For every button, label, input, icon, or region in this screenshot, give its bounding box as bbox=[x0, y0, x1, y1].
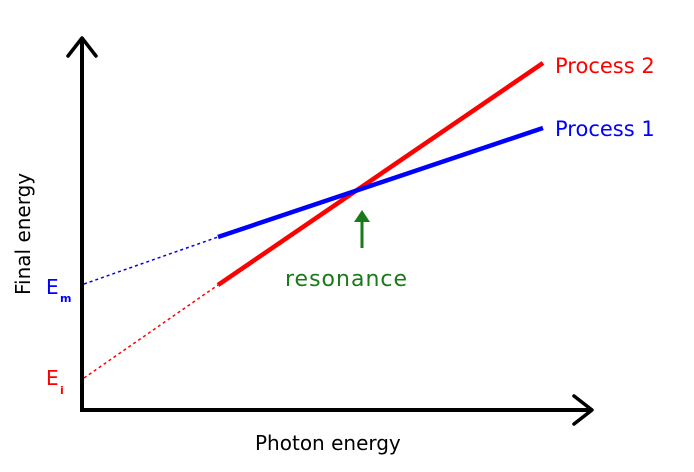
y-axis-label: Final energy bbox=[11, 173, 35, 295]
y-axis-arrowhead bbox=[66, 36, 98, 58]
process-2-label: Process 2 bbox=[555, 54, 655, 78]
ei-marker-letter: E bbox=[46, 366, 59, 390]
process-1-line bbox=[217, 125, 544, 240]
em-marker-letter: E bbox=[46, 275, 59, 299]
process-2-line bbox=[216, 61, 545, 287]
process-1-label: Process 1 bbox=[555, 117, 655, 141]
resonance-arrow-head bbox=[354, 210, 370, 222]
x-axis-label: Photon energy bbox=[255, 431, 401, 455]
process-2-extrapolation bbox=[83, 284, 219, 379]
resonance-label: resonance bbox=[285, 267, 408, 292]
em-marker-sub: m bbox=[60, 292, 71, 305]
x-axis-arrowhead bbox=[572, 394, 594, 426]
process-1-extrapolation bbox=[83, 236, 219, 285]
ei-marker-sub: i bbox=[60, 384, 64, 397]
